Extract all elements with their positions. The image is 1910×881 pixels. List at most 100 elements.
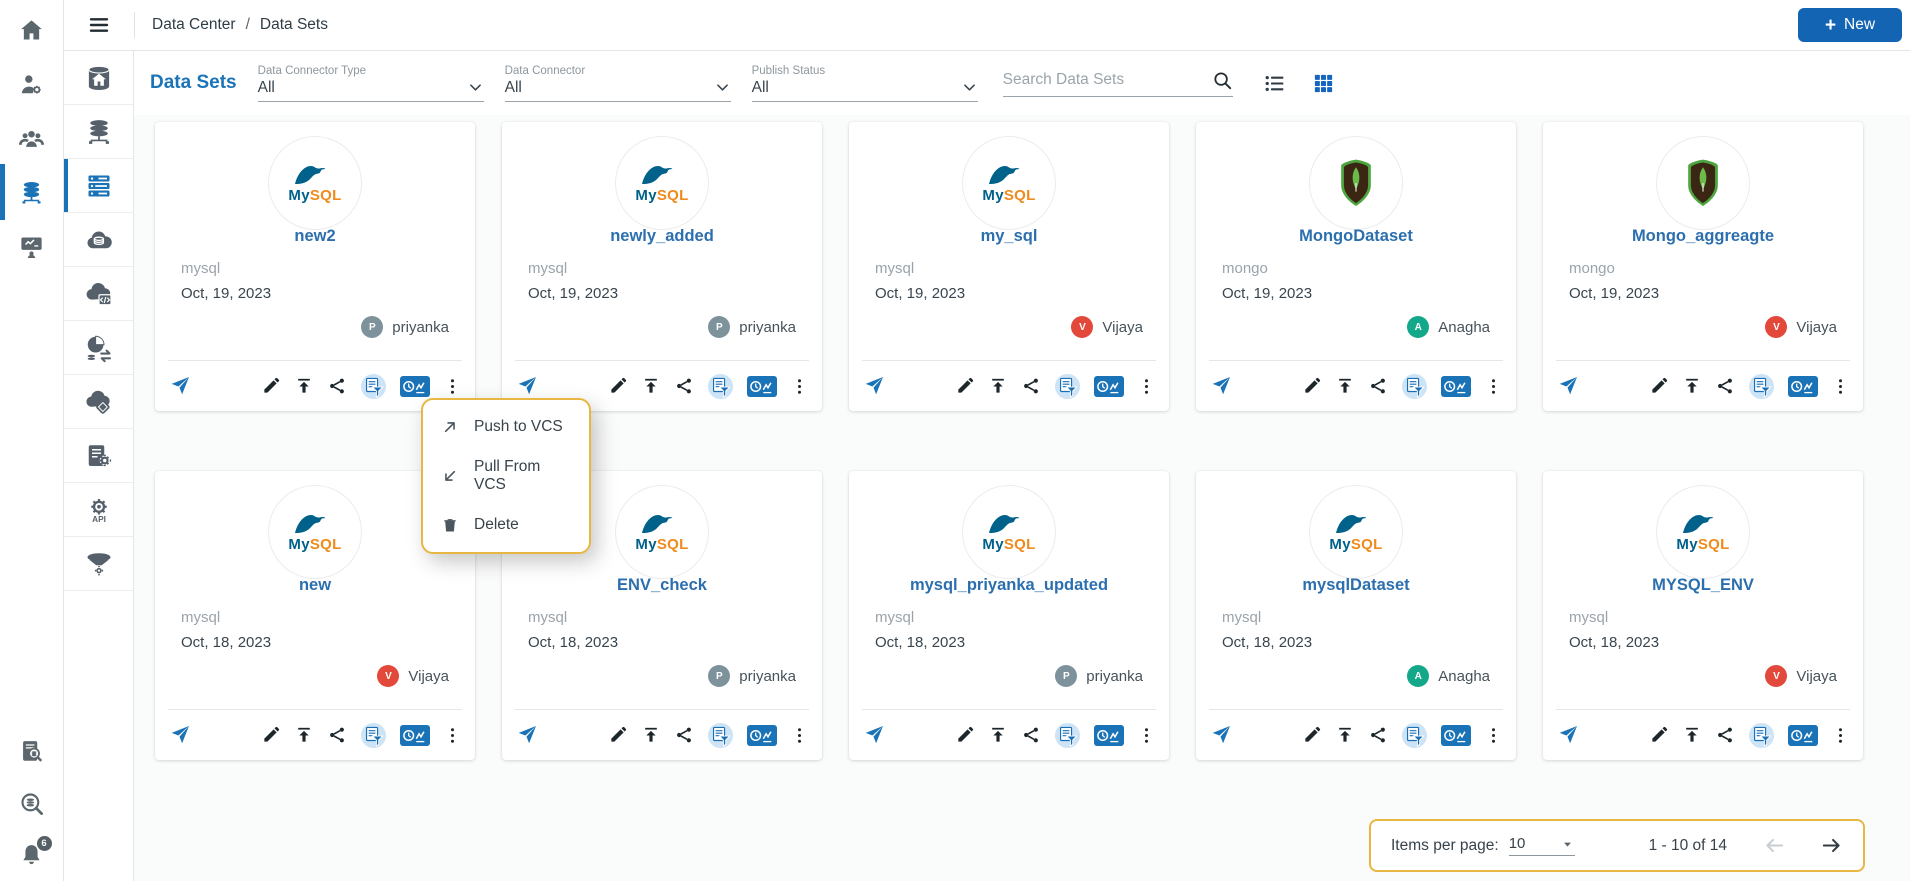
menu-item-push-to-vcs[interactable]: Push to VCS [423, 407, 589, 447]
menu-item-delete[interactable]: Delete [423, 505, 589, 545]
more-menu-button[interactable] [1484, 377, 1503, 396]
edit-button[interactable] [1649, 376, 1669, 396]
items-per-page-select[interactable]: 10 [1508, 835, 1575, 856]
sidebar-item-document-gear[interactable] [64, 429, 133, 483]
sidebar-item-database-network[interactable] [64, 105, 133, 159]
sidebar-item-api-gear[interactable]: API [64, 483, 133, 537]
edit-button[interactable] [955, 376, 975, 396]
more-menu-button[interactable] [1137, 377, 1156, 396]
publish-button[interactable] [641, 725, 661, 745]
analytics-button[interactable] [1094, 724, 1124, 746]
share-button[interactable] [1368, 376, 1388, 396]
analytics-button[interactable] [1441, 375, 1471, 397]
copy-filter-button[interactable] [1054, 722, 1081, 749]
send-button[interactable] [515, 723, 539, 747]
next-page-button[interactable] [1820, 834, 1843, 857]
sidebar-item-notifications-bell[interactable]: 6 [0, 836, 64, 869]
analytics-button[interactable] [400, 375, 430, 397]
publish-button[interactable] [988, 376, 1008, 396]
share-button[interactable] [1021, 376, 1041, 396]
sidebar-item-catalog-search[interactable] [0, 737, 64, 765]
sidebar-item-cloud-code[interactable] [64, 267, 133, 321]
sidebar-item-funnel-gear[interactable] [64, 537, 133, 591]
share-button[interactable] [674, 376, 694, 396]
share-button[interactable] [1021, 725, 1041, 745]
sidebar-item-database[interactable] [0, 164, 64, 220]
dataset-name-link[interactable]: new2 [294, 227, 336, 245]
search-icon[interactable] [1212, 70, 1233, 91]
share-button[interactable] [1368, 725, 1388, 745]
sidebar-item-data-search[interactable] [0, 789, 64, 817]
more-menu-button[interactable] [443, 726, 462, 745]
analytics-button[interactable] [747, 375, 777, 397]
more-menu-button[interactable] [790, 377, 809, 396]
sidebar-item-home[interactable] [0, 16, 64, 44]
send-button[interactable] [1209, 723, 1233, 747]
sidebar-item-user-group[interactable] [0, 124, 64, 152]
edit-button[interactable] [261, 376, 281, 396]
dataset-name-link[interactable]: my_sql [980, 227, 1038, 245]
more-menu-button[interactable] [1831, 377, 1850, 396]
copy-filter-button[interactable] [1054, 373, 1081, 400]
dataset-name-link[interactable]: MYSQL_ENV [1652, 576, 1754, 594]
analytics-button[interactable] [400, 724, 430, 746]
send-button[interactable] [1556, 374, 1580, 398]
sidebar-item-database-home[interactable] [64, 51, 133, 105]
dataset-name-link[interactable]: MongoDataset [1299, 227, 1413, 245]
sidebar-item-data-sets[interactable] [64, 159, 133, 213]
dataset-name-link[interactable]: ENV_check [617, 576, 707, 594]
publish-button[interactable] [988, 725, 1008, 745]
copy-filter-button[interactable] [707, 373, 734, 400]
more-menu-button[interactable] [443, 377, 462, 396]
analytics-button[interactable] [747, 724, 777, 746]
dataset-name-link[interactable]: new [298, 576, 332, 594]
analytics-button[interactable] [1441, 724, 1471, 746]
send-button[interactable] [168, 374, 192, 398]
share-button[interactable] [1715, 725, 1735, 745]
filter-data-connector-type[interactable]: Data Connector Type All [257, 65, 484, 102]
new-button[interactable]: + New [1798, 8, 1902, 42]
dataset-name-link[interactable]: mysqlDataset [1302, 576, 1410, 594]
previous-page-button[interactable] [1763, 834, 1786, 857]
edit-button[interactable] [955, 725, 975, 745]
dataset-name-link[interactable]: Mongo_aggreagte [1631, 227, 1775, 245]
copy-filter-button[interactable] [360, 722, 387, 749]
edit-button[interactable] [261, 725, 281, 745]
edit-button[interactable] [1649, 725, 1669, 745]
send-button[interactable] [862, 723, 886, 747]
analytics-button[interactable] [1788, 375, 1818, 397]
send-button[interactable] [1209, 374, 1233, 398]
publish-button[interactable] [641, 376, 661, 396]
copy-filter-button[interactable] [1401, 722, 1428, 749]
breadcrumb-page[interactable]: Data Sets [259, 16, 328, 33]
hamburger-menu-button[interactable] [64, 13, 134, 37]
copy-filter-button[interactable] [1748, 722, 1775, 749]
edit-button[interactable] [1302, 376, 1322, 396]
copy-filter-button[interactable] [1401, 373, 1428, 400]
sidebar-item-data-sync[interactable] [64, 321, 133, 375]
publish-button[interactable] [1682, 376, 1702, 396]
search-input[interactable] [1002, 71, 1212, 89]
send-button[interactable] [168, 723, 192, 747]
sidebar-item-cloud-layers[interactable] [64, 375, 133, 429]
sidebar-item-monitor-user[interactable] [0, 232, 64, 260]
share-button[interactable] [327, 725, 347, 745]
menu-item-pull-from-vcs[interactable]: Pull From VCS [423, 447, 589, 505]
sidebar-item-user-settings[interactable] [0, 70, 64, 98]
dataset-name-link[interactable]: mysql_priyanka_updated [909, 576, 1109, 594]
more-menu-button[interactable] [1831, 726, 1850, 745]
breadcrumb-section[interactable]: Data Center [152, 16, 236, 33]
share-button[interactable] [327, 376, 347, 396]
send-button[interactable] [1556, 723, 1580, 747]
copy-filter-button[interactable] [707, 722, 734, 749]
edit-button[interactable] [1302, 725, 1322, 745]
sidebar-item-cloud-database[interactable] [64, 213, 133, 267]
more-menu-button[interactable] [790, 726, 809, 745]
analytics-button[interactable] [1788, 724, 1818, 746]
send-button[interactable] [862, 374, 886, 398]
copy-filter-button[interactable] [1748, 373, 1775, 400]
filter-publish-status[interactable]: Publish Status All [751, 65, 978, 102]
grid-view-icon[interactable] [1312, 72, 1335, 95]
publish-button[interactable] [294, 376, 314, 396]
copy-filter-button[interactable] [360, 373, 387, 400]
